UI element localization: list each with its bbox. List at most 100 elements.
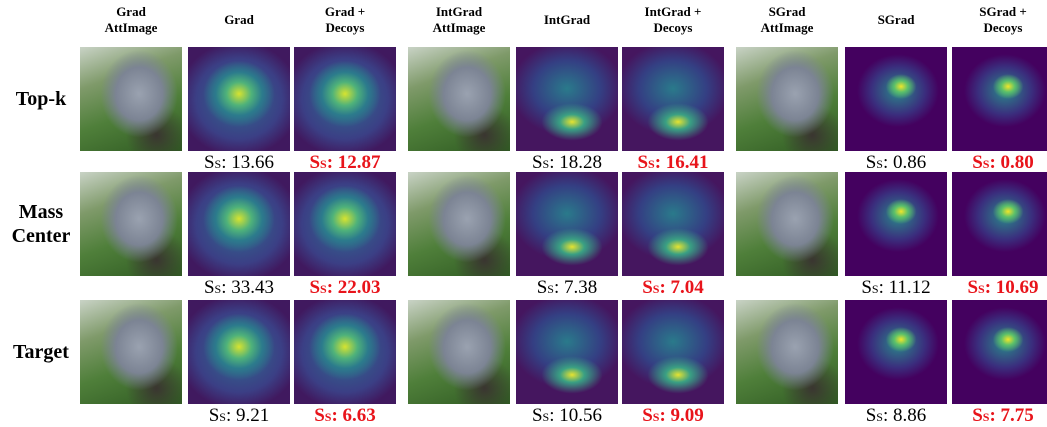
subscript: S bbox=[876, 410, 883, 424]
heatmap bbox=[294, 172, 396, 276]
text: Grad bbox=[116, 4, 146, 19]
score: SS: 22.03 bbox=[290, 278, 400, 299]
text: Center bbox=[12, 225, 71, 247]
text: S bbox=[648, 157, 655, 171]
score: SS: 11.12 bbox=[841, 278, 951, 299]
text: SGrad bbox=[878, 12, 915, 27]
attribution-image bbox=[80, 172, 182, 276]
text: : bbox=[985, 277, 991, 298]
text: : bbox=[226, 405, 231, 426]
text: : bbox=[331, 405, 337, 426]
text: S bbox=[866, 405, 877, 426]
score: SS: 10.56 bbox=[512, 406, 622, 427]
heatmap bbox=[622, 300, 724, 404]
row-label: Top-k bbox=[0, 87, 82, 111]
text: S bbox=[642, 277, 653, 298]
heatmap bbox=[622, 172, 724, 276]
text: Top-k bbox=[16, 88, 66, 110]
text: S bbox=[972, 152, 983, 173]
text: S bbox=[967, 277, 978, 298]
text: S bbox=[532, 152, 543, 173]
score: SS: 16.41 bbox=[618, 153, 728, 174]
text: IntGrad bbox=[544, 12, 590, 27]
column-header: SGrad +Decoys bbox=[948, 4, 1047, 36]
text: 33.43 bbox=[231, 277, 274, 298]
text: AttImage bbox=[761, 20, 814, 35]
score: SS: 7.75 bbox=[948, 406, 1047, 427]
text: S bbox=[978, 282, 985, 296]
attribution-image bbox=[736, 300, 838, 404]
text: : bbox=[879, 277, 884, 298]
text: : bbox=[221, 277, 226, 298]
text: : bbox=[549, 405, 554, 426]
text: : bbox=[659, 405, 665, 426]
text: AttImage bbox=[433, 20, 486, 35]
text: IntGrad bbox=[436, 4, 482, 19]
heatmap bbox=[622, 47, 724, 151]
text: S bbox=[872, 282, 879, 296]
score: SS: 12.87 bbox=[290, 153, 400, 174]
text: SGrad bbox=[769, 4, 806, 19]
score: SS: 0.86 bbox=[841, 153, 951, 174]
heatmap bbox=[294, 300, 396, 404]
text: 7.38 bbox=[564, 277, 597, 298]
subscript: S bbox=[219, 410, 226, 424]
text: AttImage bbox=[105, 20, 158, 35]
attribution-image bbox=[408, 47, 510, 151]
attribution-image bbox=[736, 47, 838, 151]
score: SS: 9.21 bbox=[184, 406, 294, 427]
text: Mass bbox=[19, 201, 63, 223]
heatmap bbox=[952, 300, 1047, 404]
column-header: SGrad bbox=[841, 12, 951, 28]
attribution-image bbox=[408, 300, 510, 404]
text: S bbox=[204, 152, 215, 173]
heatmap bbox=[952, 172, 1047, 276]
text: S bbox=[209, 405, 220, 426]
text: S bbox=[642, 405, 653, 426]
text: : bbox=[655, 152, 661, 173]
text: S bbox=[309, 277, 320, 298]
subscript: S bbox=[876, 157, 883, 171]
text: S bbox=[876, 410, 883, 424]
text: 12.87 bbox=[338, 152, 381, 173]
text: S bbox=[314, 405, 325, 426]
heatmap bbox=[516, 300, 618, 404]
subscript: S bbox=[320, 282, 327, 296]
text: SGrad + bbox=[979, 4, 1027, 19]
text: 9.21 bbox=[236, 405, 269, 426]
score: SS: 6.63 bbox=[290, 406, 400, 427]
page: GradAttImageGradGrad +DecoysIntGradAttIm… bbox=[0, 0, 1047, 425]
text: 11.12 bbox=[889, 277, 931, 298]
text: S bbox=[861, 277, 872, 298]
score: SS: 0.80 bbox=[948, 153, 1047, 174]
text: S bbox=[309, 152, 320, 173]
heatmap bbox=[845, 300, 947, 404]
heatmap bbox=[516, 172, 618, 276]
heatmap bbox=[188, 300, 290, 404]
heatmap bbox=[845, 172, 947, 276]
score: SS: 9.09 bbox=[618, 406, 728, 427]
row-label: Target bbox=[0, 340, 82, 364]
text: : bbox=[883, 405, 888, 426]
score: SS: 18.28 bbox=[512, 153, 622, 174]
figure: GradAttImageGradGrad +DecoysIntGradAttIm… bbox=[0, 0, 1047, 425]
text: S bbox=[637, 152, 648, 173]
score: SS: 7.04 bbox=[618, 278, 728, 299]
subscript: S bbox=[872, 282, 879, 296]
text: 16.41 bbox=[666, 152, 709, 173]
attribution-image bbox=[80, 300, 182, 404]
text: : bbox=[327, 277, 333, 298]
text: 22.03 bbox=[338, 277, 381, 298]
text: S bbox=[219, 410, 226, 424]
text: S bbox=[972, 405, 983, 426]
heatmap bbox=[188, 47, 290, 151]
text: Decoys bbox=[326, 20, 365, 35]
heatmap bbox=[294, 47, 396, 151]
text: : bbox=[659, 277, 665, 298]
subscript: S bbox=[978, 282, 985, 296]
attribution-image bbox=[408, 172, 510, 276]
